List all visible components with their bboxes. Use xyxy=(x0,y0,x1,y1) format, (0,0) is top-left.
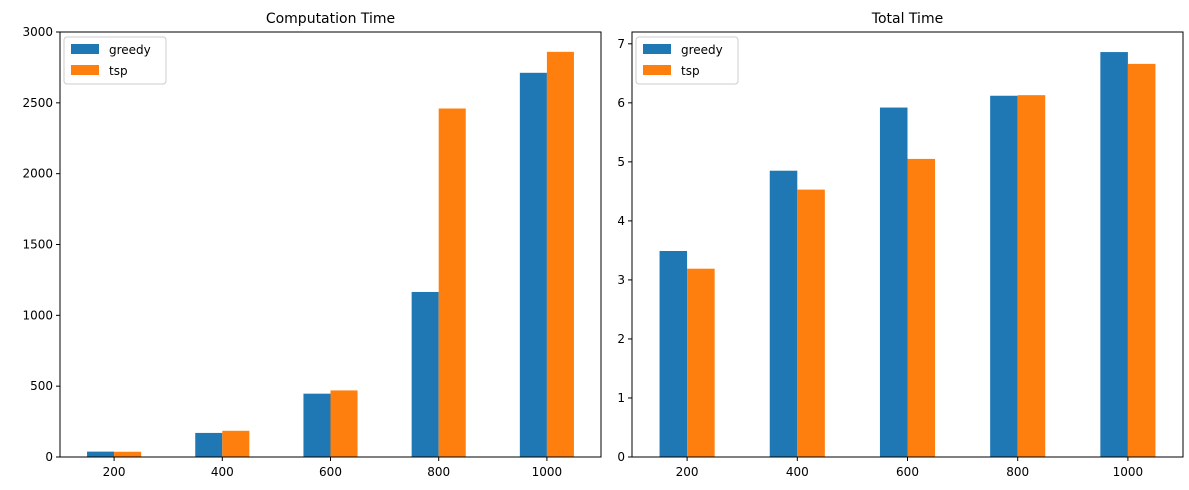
x-tick-label: 1000 xyxy=(1113,465,1144,479)
legend-label-greedy: greedy xyxy=(681,43,723,57)
legend-label-tsp: tsp xyxy=(109,64,128,78)
bar-greedy-1000 xyxy=(1100,52,1128,457)
y-tick-label: 2000 xyxy=(22,167,53,181)
bar-greedy-600 xyxy=(303,393,331,457)
bar-tsp-600 xyxy=(330,390,358,457)
bar-greedy-200 xyxy=(87,451,115,457)
bar-greedy-1000 xyxy=(519,72,547,458)
bar-tsp-1000 xyxy=(1127,63,1156,457)
y-tick-label: 1 xyxy=(617,391,625,405)
chart-title: Computation Time xyxy=(266,11,395,27)
legend: greedy tsp xyxy=(635,36,739,85)
y-tick-label: 500 xyxy=(30,379,53,393)
y-tick-label: 3000 xyxy=(22,25,53,39)
legend: greedy tsp xyxy=(63,36,167,85)
bar-tsp-600 xyxy=(907,158,936,457)
y-tick-label: 1500 xyxy=(22,238,53,252)
legend-swatch-tsp xyxy=(643,65,671,75)
bar-tsp-200 xyxy=(687,268,715,457)
bar-greedy-600 xyxy=(879,107,908,458)
x-tick-label: 600 xyxy=(896,465,919,479)
y-tick-label: 0 xyxy=(617,450,625,464)
bar-greedy-400 xyxy=(195,432,223,457)
y-tick-label: 0 xyxy=(45,450,53,464)
legend-swatch-tsp xyxy=(71,65,99,75)
y-tick-label: 1000 xyxy=(22,308,53,322)
x-tick-label: 200 xyxy=(676,465,699,479)
computation-time-chart: Computation Time 0 500 1000 1500 2000 2500 300… xyxy=(22,11,602,479)
bar-greedy-400 xyxy=(769,170,798,457)
x-tick-label: 800 xyxy=(427,465,450,479)
x-tick-label: 600 xyxy=(319,465,342,479)
bar-tsp-1000 xyxy=(546,51,574,457)
x-tick-label: 400 xyxy=(211,465,234,479)
x-tick-label: 1000 xyxy=(532,465,563,479)
y-tick-label: 5 xyxy=(617,155,625,169)
bar-tsp-200 xyxy=(114,451,142,457)
y-tick-label: 4 xyxy=(617,214,625,228)
x-tick-label: 200 xyxy=(103,465,126,479)
chart-title: Total Time xyxy=(871,11,943,27)
bar-greedy-200 xyxy=(659,250,688,457)
bar-tsp-800 xyxy=(1017,95,1046,457)
bar-tsp-800 xyxy=(438,108,466,457)
y-tick-label: 2 xyxy=(617,332,625,346)
y-tick-label: 6 xyxy=(617,96,625,110)
legend-label-greedy: greedy xyxy=(109,43,151,57)
y-tick-label: 3 xyxy=(617,273,625,287)
legend-swatch-greedy xyxy=(71,44,99,54)
x-tick-label: 400 xyxy=(786,465,809,479)
x-tick-label: 800 xyxy=(1006,465,1029,479)
total-time-chart: Total Time 0 1 2 3 4 5 6 7 200 400 600 800 1000 greed… xyxy=(617,11,1184,479)
bar-greedy-800 xyxy=(990,95,1018,457)
legend-swatch-greedy xyxy=(643,44,671,54)
legend-label-tsp: tsp xyxy=(681,64,700,78)
bar-tsp-400 xyxy=(222,430,250,457)
bar-tsp-400 xyxy=(797,189,825,457)
y-tick-label: 7 xyxy=(617,37,625,51)
y-tick-label: 2500 xyxy=(22,96,53,110)
bar-greedy-800 xyxy=(411,291,439,457)
